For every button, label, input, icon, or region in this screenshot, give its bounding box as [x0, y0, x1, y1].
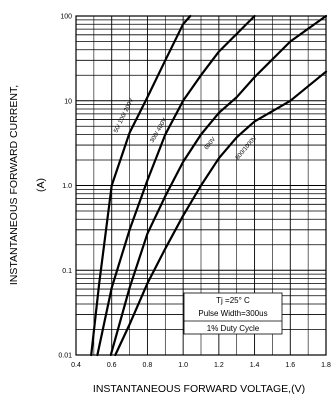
y-tick-label: 1.0	[62, 183, 72, 190]
x-tick-label: 0.6	[107, 362, 117, 369]
series-line-1	[90, 14, 192, 357]
x-axis-title: INSTANTANEOUS FORWARD VOLTAGE,(V)	[93, 383, 305, 395]
x-tick-label: 1.2	[214, 362, 224, 369]
x-tick-label: 1.0	[178, 362, 188, 369]
x-tick-label: 1.4	[250, 362, 260, 369]
series-line-3	[109, 14, 328, 357]
y-tick-label: 100	[60, 14, 72, 21]
x-tick-label: 0.4	[71, 362, 81, 369]
note-duty-cycle: 1% Duty Cycle	[207, 324, 260, 333]
test-conditions-frame	[183, 292, 283, 335]
series-line-2	[96, 14, 256, 357]
x-tick-label: 0.8	[143, 362, 153, 369]
y-tick-labels: 0.01 0.1 1.0 10 100	[58, 14, 72, 360]
note-junction-temperature: Tj =25° C	[216, 296, 250, 305]
test-conditions-box: Tj =25° C Pulse Width=300us 1% Duty Cycl…	[183, 292, 283, 335]
x-tick-label: 1.8	[321, 362, 331, 369]
y-tick-label: 10	[64, 98, 72, 105]
x-tick-label: 1.6	[285, 362, 295, 369]
y-axis-title: INSTANTANEOUS FORWARD CURRENT,	[8, 85, 20, 285]
curves	[90, 14, 328, 357]
x-tick-labels: 0.4 0.6 0.8 1.0 1.2 1.4 1.6 1.8	[71, 362, 331, 369]
y-tick-label: 0.1	[62, 268, 72, 275]
series-line-4	[114, 70, 328, 357]
note-pulse-width: Pulse Width=300us	[198, 309, 267, 318]
y-tick-label: 0.01	[58, 353, 72, 360]
y-axis-unit: (A)	[35, 178, 47, 192]
